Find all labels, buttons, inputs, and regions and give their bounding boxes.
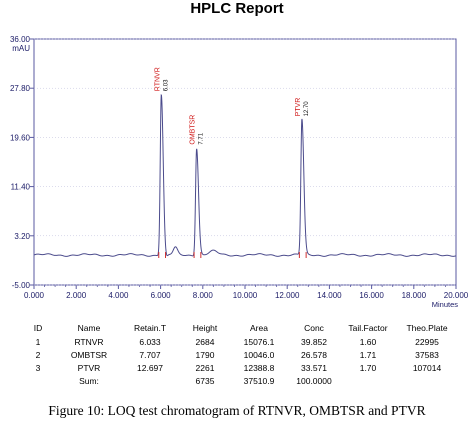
x-tick-label: 8.000 (193, 291, 214, 300)
plot-border (33, 38, 457, 286)
y-axis: 36.00 27.80 19.60 11.40 3.20 -5.00 mAU (10, 35, 456, 290)
peak-labels: RTNVR 6.03 OMBTSR 7.71 PTVR 12.70 (154, 67, 310, 144)
peak-retention-label: 12.70 (304, 101, 310, 117)
report-title: HPLC Report (190, 0, 284, 17)
cell-tail-factor: 1.71 (359, 349, 377, 360)
x-tick-label: 0.000 (24, 291, 45, 300)
cell-height: 1790 (195, 349, 215, 360)
cell-retain: 12.697 (137, 362, 163, 373)
cell-height: 2261 (195, 362, 215, 373)
cell-tail-factor: 1.70 (359, 362, 377, 373)
peak-name-label: OMBTSR (190, 115, 197, 145)
cell-area: 15076.1 (243, 336, 275, 347)
cell-retain: 7.707 (139, 349, 161, 360)
table-row: 3 PTVR 12.697 2261 12388.8 33.571 1.70 1… (18, 361, 458, 374)
cell-theo-plate: 107014 (412, 362, 442, 373)
x-tick-label: 14.000 (317, 291, 342, 300)
cell-retain: 6.033 (139, 336, 161, 347)
cell-name: PTVR (77, 362, 101, 373)
table-row: 1 RTNVR 6.033 2684 15076.1 39.852 1.60 2… (18, 335, 458, 348)
y-tick-label: 11.40 (11, 183, 31, 192)
cell-sum-area: 37510.9 (243, 375, 275, 386)
cell-conc: 26.578 (301, 349, 327, 360)
figure-caption: Figure 10: LOQ test chromatogram of RTNV… (48, 403, 426, 418)
x-tick-label: 10.000 (233, 291, 258, 300)
cell-theo-plate: 37583 (415, 349, 439, 360)
results-header-row: ID Name Retain.T Height Area Conc Tail.F… (18, 320, 458, 335)
header-area: Area (250, 322, 268, 333)
x-axis-label: Minutes (432, 300, 459, 309)
cell-sum-label: Sum: (79, 375, 99, 386)
cell-id: 3 (35, 362, 41, 373)
peak-name-label: PTVR (295, 98, 302, 117)
x-tick-label: 18.000 (402, 291, 427, 300)
cell-conc: 39.852 (301, 336, 327, 347)
trace-layer (33, 94, 457, 258)
cell-theo-plate (396, 374, 458, 387)
peak-retention-label: 6.03 (163, 79, 169, 91)
header-retain: Retain.T (133, 322, 167, 333)
peak-name-label: RTNVR (154, 67, 161, 91)
header-height: Height (192, 322, 218, 333)
table-row: 2 OMBTSR 7.707 1790 10046.0 26.578 1.71 … (18, 348, 458, 361)
x-tick-label: 20.000 (444, 291, 469, 300)
cell-id: 2 (35, 349, 41, 360)
x-tick-label: 12.000 (275, 291, 300, 300)
y-axis-label: mAU (12, 44, 30, 53)
cell-sum-conc: 100.0000 (296, 375, 332, 386)
header-tail-factor: Tail.Factor (348, 322, 388, 333)
y-tick-label: 36.00 (10, 35, 31, 44)
cell-retain (120, 374, 180, 387)
cell-name: RTNVR (74, 336, 104, 347)
y-tick-label: 27.80 (10, 84, 31, 93)
chromatogram-chart: 0.000 2.000 4.000 6.000 8.000 10.000 12.000 14.… (10, 35, 469, 309)
x-tick-label: 16.000 (359, 291, 384, 300)
cell-area: 12388.8 (243, 362, 275, 373)
cell-area: 10046.0 (243, 349, 275, 360)
x-tick-label: 4.000 (108, 291, 129, 300)
results-table: ID Name Retain.T Height Area Conc Tail.F… (18, 320, 458, 387)
table-sum-row: Sum: 6735 37510.9 100.0000 (18, 374, 458, 387)
plot-frame (33, 38, 457, 286)
x-tick-label: 2.000 (66, 291, 87, 300)
cell-conc: 33.571 (301, 362, 327, 373)
x-axis: 0.000 2.000 4.000 6.000 8.000 10.000 12.000 14.… (24, 285, 469, 309)
y-tick-label: 3.20 (14, 232, 30, 241)
cell-theo-plate: 22995 (415, 336, 439, 347)
chromatogram-trace (33, 94, 457, 257)
header-conc: Conc (304, 322, 324, 333)
header-theo-plate: Theo.Plate (406, 322, 448, 333)
y-tick-label: 19.60 (10, 133, 31, 142)
header-id: ID (33, 322, 43, 333)
cell-id: 1 (35, 336, 41, 347)
peak-retention-label: 7.71 (199, 132, 205, 144)
cell-tail-factor (340, 374, 396, 387)
cell-id (18, 374, 58, 387)
header-name: Name (77, 322, 101, 333)
x-tick-label: 6.000 (151, 291, 172, 300)
cell-sum-height: 6735 (195, 375, 215, 386)
cell-height: 2684 (195, 336, 215, 347)
y-tick-label: -5.00 (12, 281, 31, 290)
cell-name: OMBTSR (70, 349, 108, 360)
cell-tail-factor: 1.60 (359, 336, 377, 347)
